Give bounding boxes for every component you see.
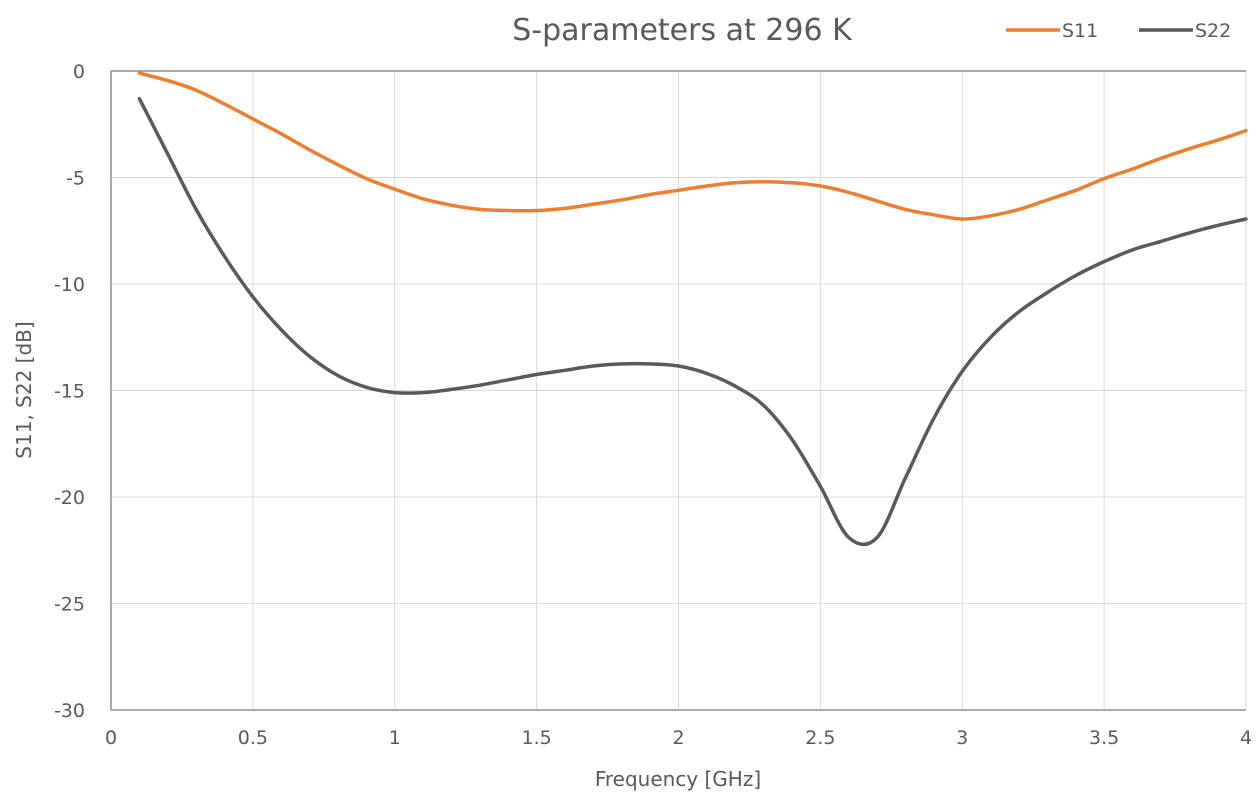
- x-tick-label: 3: [956, 727, 968, 749]
- y-tick-label: -10: [54, 274, 85, 296]
- legend-label-s22: S22: [1195, 20, 1231, 42]
- series-line-s22: [137, 96, 1248, 547]
- x-tick-label: 1: [389, 727, 401, 749]
- x-tick-label: 1.5: [522, 727, 552, 749]
- grid-lines: [111, 70, 1247, 710]
- series-lines: [137, 71, 1248, 547]
- x-tick-label: 2.5: [805, 727, 835, 749]
- y-tick-label: -20: [54, 487, 85, 509]
- y-axis-title: S11, S22 [dB]: [12, 321, 36, 458]
- x-tick-label: 3.5: [1089, 727, 1119, 749]
- x-tick-label: 2: [672, 727, 684, 749]
- legend: S11 S22: [1006, 20, 1231, 42]
- y-tick-label: -30: [54, 700, 85, 722]
- y-tick-label: -5: [66, 168, 85, 190]
- legend-label-s11: S11: [1062, 20, 1098, 42]
- x-tick-label: 4: [1240, 727, 1252, 749]
- chart-title: S-parameters at 296 K: [512, 13, 853, 48]
- y-tick-label: -25: [54, 594, 85, 616]
- y-tick-label: 0: [73, 61, 85, 83]
- x-axis-title: Frequency [GHz]: [595, 767, 761, 791]
- y-tick-labels: 0 -5 -10 -15 -20 -25 -30: [54, 61, 85, 722]
- x-tick-label: 0: [105, 727, 117, 749]
- x-tick-label: 0.5: [238, 727, 268, 749]
- series-line-s11: [137, 71, 1248, 221]
- y-tick-label: -15: [54, 381, 85, 403]
- x-tick-labels: 0 0.5 1 1.5 2 2.5 3 3.5 4: [105, 727, 1252, 749]
- plot-axes: [110, 70, 1246, 711]
